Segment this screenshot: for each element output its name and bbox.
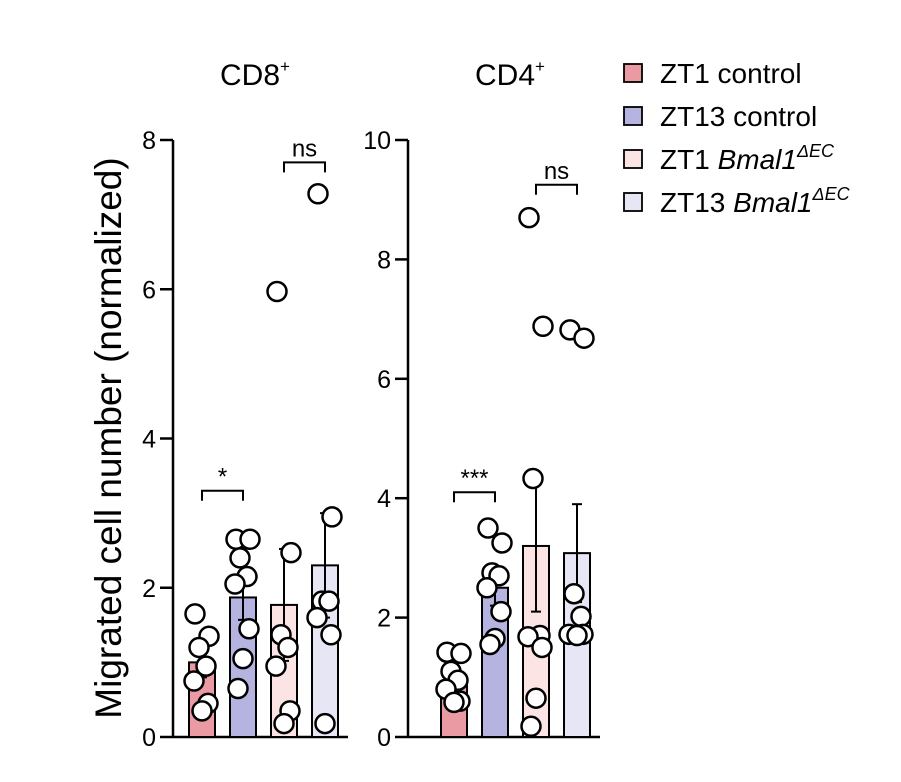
panel-2-data-point <box>520 715 542 738</box>
legend-label-1: ZT1 control <box>660 58 802 89</box>
legend-swatch-1 <box>623 63 643 83</box>
panel-2-y-tick-label: 10 <box>363 127 391 155</box>
panel-2-y-tick-label: 0 <box>377 724 391 752</box>
panel-2-data-point <box>443 691 465 714</box>
panel-1-data-point <box>184 603 206 625</box>
panel-2-data-point <box>476 577 498 599</box>
panel-1-significance-label-2: ns <box>292 135 317 162</box>
panel-2-data-point <box>517 625 539 648</box>
panel-1-data-point <box>277 636 299 659</box>
panel-1-data-point <box>239 528 261 550</box>
legend-swatch-2 <box>623 106 643 126</box>
panel-1-data-point <box>273 712 295 735</box>
legend: ZT1 control ZT13 control ZT1 Bmal1ΔEC ZT13 … <box>623 58 851 218</box>
panel-1-data-point <box>307 182 329 205</box>
panel-1-y-tick-label: 2 <box>142 575 156 603</box>
panel-2-data-point <box>477 517 499 539</box>
panel-2-significance-label-1: *** <box>460 465 488 492</box>
panel-2-data-point <box>450 642 472 665</box>
panel-1-data-point <box>321 506 343 528</box>
y-axis-label: Migrated cell number (normalized) <box>88 157 129 718</box>
panel-1-significance-bracket-1 <box>201 489 244 501</box>
panel-2-data-point <box>563 582 585 605</box>
panel-1-data-point <box>314 712 336 735</box>
panel-1-group: CD8+ 0 2 4 6 8 * ns <box>142 57 348 752</box>
panel-2-y-tick-label: 8 <box>377 246 391 274</box>
panel-2-significance-bracket-1 <box>453 491 496 503</box>
legend-label-3: ZT1 Bmal1ΔEC <box>660 141 835 175</box>
panel-2-data-point <box>573 327 595 349</box>
legend-swatch-3 <box>623 149 643 169</box>
panel-2-data-point <box>525 687 547 709</box>
panel-1-y-tick-label: 6 <box>142 276 156 304</box>
panel-2-data-point <box>490 600 512 623</box>
panel-1-data-point <box>232 647 254 670</box>
panel-2-group: CD4+ 0 2 4 6 8 10 *** ns <box>363 57 600 752</box>
panel-2-data-point <box>531 636 553 659</box>
panel-2-significance-label-2: ns <box>544 158 569 185</box>
panel-1-data-point <box>224 573 246 595</box>
panel-1-data-point <box>188 636 210 659</box>
panel-2-data-point <box>479 633 501 656</box>
panel-1-data-point <box>318 590 340 612</box>
panel-1-data-point <box>183 670 205 692</box>
panel-2-data-point <box>532 315 554 338</box>
panel-2-y-tick-label: 4 <box>377 485 391 513</box>
panel-1-data-point <box>229 547 251 569</box>
panel-2-y-tick-label: 2 <box>377 605 391 633</box>
legend-label-4: ZT13 Bmal1ΔEC <box>660 184 851 218</box>
panel-1-data-point <box>195 655 217 677</box>
panel-2-data-point <box>570 605 592 628</box>
panel-1-y-tick-label: 0 <box>142 724 156 752</box>
panel-1-significance-label-1: * <box>218 464 227 491</box>
panel-2-y-tick-label: 6 <box>377 366 391 394</box>
panel-1-data-point <box>280 541 302 564</box>
legend-swatch-4 <box>623 192 643 212</box>
panel-1-data-point <box>227 677 249 700</box>
panel-1-title: CD8+ <box>220 57 290 92</box>
panel-1-data-point <box>306 606 328 629</box>
panel-2-data-point <box>518 206 540 229</box>
panel-1-data-point <box>238 618 260 640</box>
panel-2-data-point <box>566 624 588 647</box>
panel-1-data-point <box>266 280 288 303</box>
panel-2-significance-bracket-2 <box>535 183 578 195</box>
panel-1-y-tick-label: 4 <box>142 426 156 454</box>
panel-1-y-tick-label: 8 <box>142 127 156 155</box>
panel-1-data-point <box>191 700 213 722</box>
panel-1-data-point <box>320 624 342 646</box>
panel-1-data-point <box>265 655 287 677</box>
panel-2-data-point <box>491 532 513 554</box>
panel-1-significance-bracket-2 <box>283 161 326 173</box>
panel-2-data-point <box>522 467 544 490</box>
legend-label-2: ZT13 control <box>660 101 817 132</box>
panel-2-title: CD4+ <box>475 57 545 92</box>
